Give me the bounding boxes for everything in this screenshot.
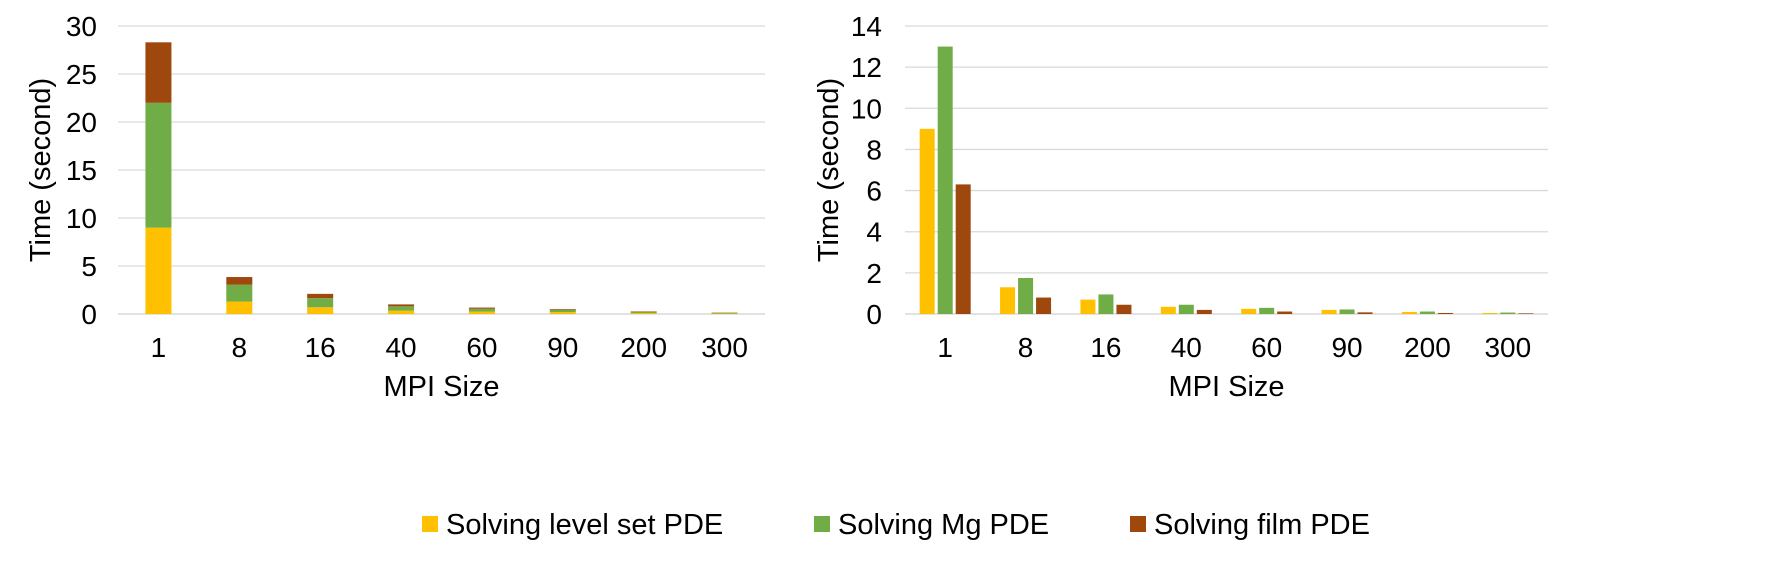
- bar-solving-mg-pde-200: [1419, 311, 1435, 314]
- x-axis-title: MPI Size: [1168, 371, 1284, 403]
- bar-solving-film-pde-200: [1437, 312, 1453, 314]
- x-tick-label: 1: [151, 332, 167, 363]
- bar-solving-level-set-pde-200: [1401, 311, 1417, 314]
- bar-solving-level-set-pde-200: [630, 313, 657, 314]
- bar-solving-mg-pde-300: [1500, 312, 1516, 314]
- y-tick-label: 25: [66, 59, 97, 90]
- bar-solving-film-pde-300: [1518, 313, 1534, 314]
- bar-solving-mg-pde-90: [549, 309, 576, 313]
- y-tick-label: 10: [66, 203, 97, 234]
- bar-solving-film-pde-90: [549, 309, 576, 310]
- legend-swatch-mg: [814, 516, 830, 532]
- x-tick-label: 60: [466, 332, 497, 363]
- bar-solving-level-set-pde-1: [919, 128, 935, 314]
- bar-solving-film-pde-60: [1277, 311, 1293, 314]
- bar-solving-film-pde-40: [1196, 309, 1212, 314]
- bar-solving-film-pde-8: [1036, 297, 1052, 314]
- x-tick-label: 8: [1018, 332, 1034, 363]
- x-tick-label: 60: [1251, 332, 1282, 363]
- x-tick-label: 90: [547, 332, 578, 363]
- bar-solving-level-set-pde-90: [549, 312, 576, 314]
- bar-solving-film-pde-1: [145, 42, 172, 103]
- y-tick-label: 14: [851, 11, 882, 42]
- y-tick-label: 0: [866, 299, 882, 330]
- x-axis-title: MPI Size: [383, 371, 499, 403]
- bar-solving-mg-pde-40: [1178, 304, 1194, 314]
- x-tick-label: 40: [385, 332, 416, 363]
- bar-solving-level-set-pde-40: [388, 310, 415, 314]
- legend: Solving level set PDE Solving Mg PDE Sol…: [422, 509, 1370, 541]
- bar-solving-mg-pde-1: [145, 102, 172, 228]
- x-tick-label: 90: [1331, 332, 1362, 363]
- bar-solving-level-set-pde-1: [145, 227, 172, 314]
- bar-solving-mg-pde-16: [1098, 294, 1114, 314]
- x-tick-label: 16: [305, 332, 336, 363]
- x-tick-label: 8: [232, 332, 248, 363]
- x-tick-label: 1: [937, 332, 953, 363]
- legend-label-mg: Solving Mg PDE: [838, 509, 1049, 541]
- bar-solving-film-pde-16: [307, 293, 334, 299]
- y-tick-label: 5: [81, 251, 97, 282]
- bar-solving-mg-pde-60: [1259, 307, 1275, 314]
- bar-solving-level-set-pde-300: [1482, 312, 1498, 314]
- x-tick-label: 16: [1090, 332, 1121, 363]
- bar-solving-mg-pde-8: [226, 284, 253, 302]
- y-tick-label: 12: [851, 52, 882, 83]
- bar-solving-mg-pde-16: [307, 298, 334, 308]
- y-tick-label: 0: [81, 299, 97, 330]
- stacked-bar-chart: 0 5 10 15 20 25 30 1 8 16 40 60 90 200 300 MPI Size Time…: [25, 11, 765, 403]
- bar-solving-mg-pde-60: [468, 308, 495, 312]
- x-tick-label: 300: [701, 332, 748, 363]
- bar-solving-level-set-pde-8: [1000, 287, 1016, 314]
- bar-solving-level-set-pde-16: [307, 307, 334, 314]
- bar-solving-mg-pde-90: [1339, 309, 1355, 314]
- bar-solving-mg-pde-300: [711, 312, 738, 314]
- legend-swatch-film: [1130, 516, 1146, 532]
- x-tick-label: 200: [1404, 332, 1451, 363]
- bar-solving-film-pde-8: [226, 277, 253, 285]
- x-tick-label: 200: [620, 332, 667, 363]
- bar-solving-film-pde-40: [388, 304, 415, 307]
- y-tick-label: 30: [66, 11, 97, 42]
- bar-solving-mg-pde-40: [388, 306, 415, 311]
- y-tick-label: 15: [66, 155, 97, 186]
- bar-solving-level-set-pde-8: [226, 301, 253, 314]
- y-tick-label: 10: [851, 93, 882, 124]
- bar-solving-film-pde-16: [1116, 304, 1132, 314]
- bar-solving-mg-pde-200: [630, 311, 657, 314]
- legend-label-level-set: Solving level set PDE: [446, 509, 723, 541]
- y-axis-title: Time (second): [813, 78, 845, 262]
- bar-solving-film-pde-60: [468, 307, 495, 309]
- bar-solving-mg-pde-1: [937, 46, 953, 314]
- bar-solving-level-set-pde-40: [1160, 306, 1176, 314]
- bar-solving-film-pde-1: [955, 184, 971, 314]
- y-axis-title: Time (second): [25, 78, 57, 262]
- y-tick-label: 6: [866, 176, 882, 207]
- bar-solving-film-pde-90: [1357, 312, 1373, 314]
- y-tick-label: 20: [66, 107, 97, 138]
- bar-solving-level-set-pde-60: [1241, 308, 1257, 314]
- legend-swatch-level-set: [422, 516, 438, 532]
- bar-solving-level-set-pde-90: [1321, 309, 1337, 314]
- y-tick-label: 2: [866, 258, 882, 289]
- bar-solving-mg-pde-8: [1018, 278, 1034, 314]
- y-tick-label: 4: [866, 217, 882, 248]
- legend-label-film: Solving film PDE: [1154, 509, 1370, 541]
- y-tick-label: 8: [866, 134, 882, 165]
- bar-solving-level-set-pde-60: [468, 311, 495, 314]
- bar-solving-level-set-pde-16: [1080, 299, 1096, 314]
- x-tick-label: 40: [1171, 332, 1202, 363]
- x-tick-label: 300: [1484, 332, 1531, 363]
- grouped-bar-chart: 0 2 4 6 8 10 12 14 1 8 16 40 60 90 200 300 MPI Size Time …: [813, 11, 1548, 403]
